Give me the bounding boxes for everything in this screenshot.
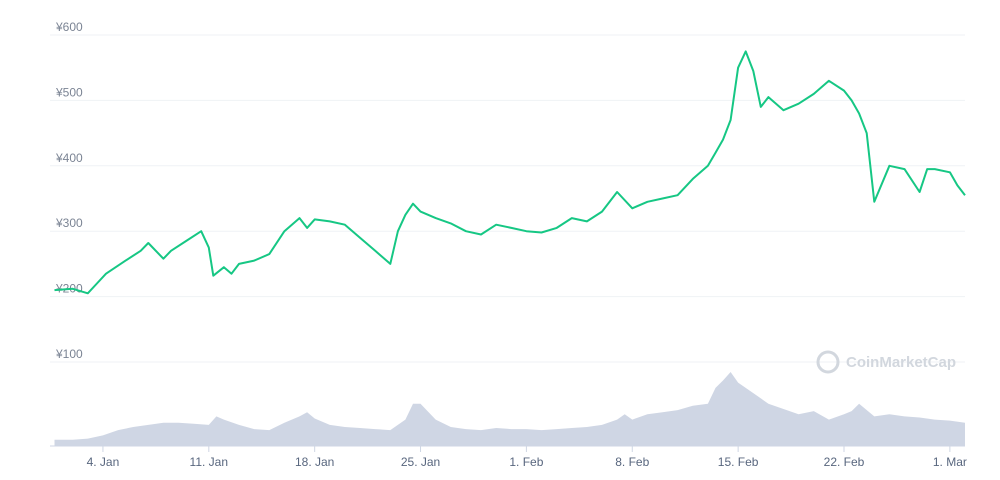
x-tick-label: 1. Feb: [509, 455, 543, 469]
y-tick-label: ¥500: [55, 85, 83, 99]
watermark: CoinMarketCap: [816, 350, 956, 374]
x-tick-label: 18. Jan: [295, 455, 334, 469]
x-tick-label: 4. Jan: [87, 455, 120, 469]
watermark-text: CoinMarketCap: [846, 354, 956, 371]
x-tick-label: 1. Mar: [933, 455, 967, 469]
x-tick-label: 22. Feb: [824, 455, 865, 469]
y-axis: ¥600¥500¥400¥300¥200¥100: [55, 20, 83, 361]
price-line: [54, 50, 966, 295]
volume-area: [54, 372, 965, 446]
y-tick-label: ¥600: [55, 20, 83, 34]
y-tick-label: ¥400: [55, 151, 83, 165]
y-tick-label: ¥300: [55, 216, 83, 230]
coinmarketcap-logo-icon: [816, 350, 840, 374]
x-tick-label: 25. Jan: [401, 455, 440, 469]
x-tick-label: 8. Feb: [615, 455, 649, 469]
y-tick-label: ¥100: [55, 347, 83, 361]
x-tick-label: 11. Jan: [190, 455, 228, 469]
price-series: [54, 50, 966, 295]
x-axis: 4. Jan 11. Jan 18. Jan 25. Jan 1. Feb 8. Feb 1…: [87, 446, 967, 469]
volume-series: [54, 372, 965, 446]
x-tick-label: 15. Feb: [718, 455, 759, 469]
